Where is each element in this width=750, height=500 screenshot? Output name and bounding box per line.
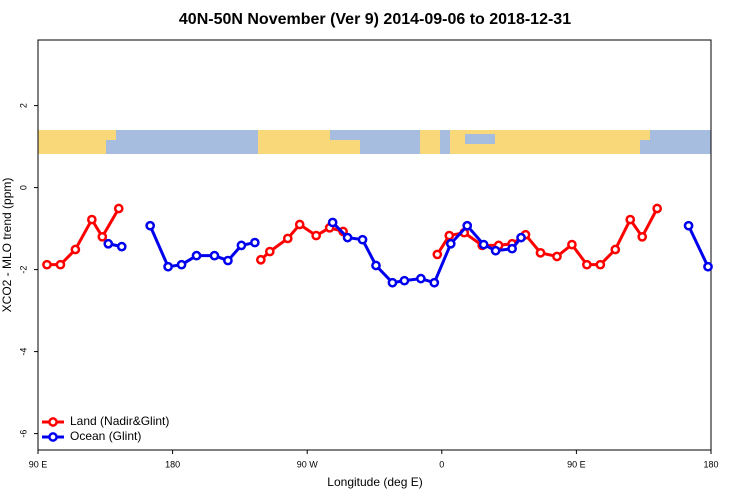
point <box>342 232 353 243</box>
point <box>652 203 663 214</box>
point <box>86 214 97 225</box>
point <box>416 273 426 284</box>
point <box>490 245 501 256</box>
x-tick-label: 0 <box>439 459 444 469</box>
point <box>223 255 233 266</box>
point <box>191 250 202 261</box>
point <box>113 203 124 214</box>
x-axis-label: Longitude (deg E) <box>327 475 422 489</box>
map-band <box>38 130 711 154</box>
point <box>55 259 66 270</box>
point <box>445 238 456 249</box>
point <box>610 244 621 255</box>
plot-frame <box>37 39 712 451</box>
point <box>507 243 517 254</box>
point <box>637 231 648 242</box>
point <box>625 214 636 225</box>
point <box>311 230 322 241</box>
point <box>145 220 156 231</box>
y-tick-label: -4 <box>18 348 28 356</box>
point <box>236 240 247 251</box>
point <box>294 219 305 230</box>
point <box>387 277 398 288</box>
legend-label: Land (Nadir&Glint) <box>70 414 169 428</box>
point <box>595 259 606 270</box>
point <box>567 239 577 250</box>
point <box>516 232 526 243</box>
point <box>432 249 443 260</box>
point <box>327 217 338 228</box>
point <box>444 230 455 241</box>
point <box>478 239 489 250</box>
y-tick-label: -6 <box>18 430 28 438</box>
point <box>703 261 713 272</box>
point <box>282 233 293 244</box>
point <box>250 237 260 248</box>
point <box>103 238 114 249</box>
legend-label: Ocean (Glint) <box>70 429 141 443</box>
point <box>70 244 81 255</box>
point <box>116 241 127 252</box>
y-tick-label: 0 <box>18 185 28 190</box>
y-tick-label: -2 <box>18 266 28 274</box>
x-tick-label: 180 <box>703 459 718 469</box>
point <box>552 251 562 262</box>
legend-marker <box>48 417 58 427</box>
series-line <box>107 221 710 285</box>
y-tick-label: 2 <box>18 103 28 108</box>
point <box>371 260 381 271</box>
point <box>176 259 187 270</box>
x-tick-label: 180 <box>165 459 180 469</box>
x-tick-label: 90 E <box>29 459 48 469</box>
point <box>264 246 275 257</box>
point <box>399 275 410 286</box>
point <box>357 234 368 245</box>
point <box>683 220 694 231</box>
point <box>163 261 173 272</box>
point <box>209 250 220 261</box>
point <box>462 220 473 231</box>
point <box>255 254 266 265</box>
point <box>535 247 546 258</box>
point <box>429 277 440 288</box>
x-tick-label: 90 W <box>297 459 319 469</box>
y-axis-label: XCO2 - MLO trend (ppm) <box>0 178 14 313</box>
x-tick-label: 90 E <box>567 459 586 469</box>
legend-marker <box>48 432 58 442</box>
point <box>42 259 52 270</box>
point <box>582 259 592 270</box>
point <box>97 231 108 242</box>
chart-title: 40N-50N November (Ver 9) 2014-09-06 to 2… <box>179 11 571 28</box>
